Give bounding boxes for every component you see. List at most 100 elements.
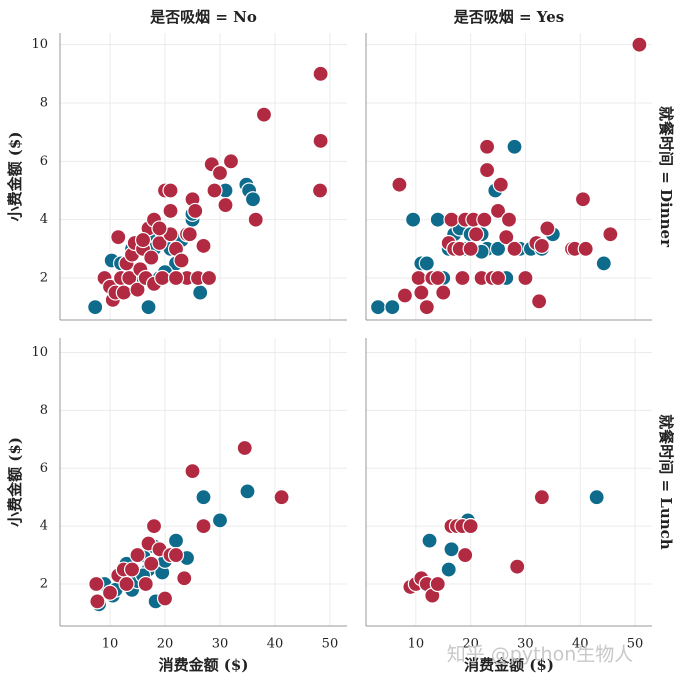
point [206,182,223,199]
y-tick-label: 10 [31,37,48,52]
point [121,269,138,287]
point [88,575,105,593]
point [192,284,209,301]
point [162,202,179,220]
point [369,299,387,316]
point [110,229,127,246]
y-tick-label: 8 [40,96,48,111]
point [454,269,471,287]
point [195,489,212,506]
point [217,196,234,214]
y-tick-label: 6 [40,461,48,476]
point [244,191,262,208]
point [167,532,185,549]
point [154,269,171,287]
point [478,161,496,179]
point [118,575,135,593]
x-tick-label: 10 [408,637,425,652]
point [533,237,550,255]
point [87,299,104,316]
y-axis-label: 小费金额 ($) [6,132,24,222]
point [509,558,526,575]
point [123,561,141,578]
point [489,240,507,257]
point [443,541,460,558]
point [498,229,515,246]
point [236,439,253,457]
x-tick-label: 20 [157,637,174,652]
x-tick-label: 20 [462,637,479,652]
point [156,590,174,607]
column-title: 是否吸烟 = Yes [453,8,564,26]
y-tick-label: 2 [40,271,48,286]
point [181,226,198,243]
point [255,106,273,123]
point [187,202,204,220]
point [443,211,460,228]
point [539,220,556,237]
point [577,240,594,257]
point [457,546,474,564]
point [574,191,592,208]
point [312,65,329,82]
point [405,211,422,228]
point [429,575,446,593]
point [129,281,146,298]
x-tick-label: 50 [322,637,339,652]
point [595,255,612,272]
point [440,561,457,578]
point [506,240,523,257]
point [273,489,290,506]
y-tick-label: 4 [40,519,48,534]
point [478,138,496,155]
point [211,512,229,529]
point [162,182,179,199]
x-axis-label: 消费金额 ($) [159,656,249,674]
point [184,463,201,480]
point [134,231,152,249]
point [200,269,218,287]
point [418,255,435,272]
point [631,36,648,53]
point [145,518,163,535]
point [239,483,256,500]
point [588,489,605,506]
point [140,299,157,316]
point [247,211,264,228]
point [384,299,401,316]
point [531,293,548,310]
y-axis-label: 小费金额 ($) [6,437,24,527]
point [410,269,427,287]
point [129,546,146,564]
point [115,284,132,301]
point [421,532,438,549]
point [211,164,229,182]
point [413,284,430,301]
y-tick-label: 2 [40,577,48,592]
x-tick-label: 40 [572,637,589,652]
point [311,182,329,199]
point [462,518,479,535]
point [492,176,509,193]
point [500,211,518,228]
point [517,269,534,287]
point [137,575,154,593]
y-tick-label: 8 [40,403,48,418]
point [195,518,212,535]
x-tick-label: 30 [517,637,534,652]
point [167,269,185,287]
point [468,226,485,243]
y-tick-label: 10 [31,345,48,360]
x-axis-label: 消费金额 ($) [464,656,554,674]
point [462,240,479,257]
point [533,489,550,506]
y-tick-label: 4 [40,212,48,227]
point [101,584,119,601]
point [151,220,168,237]
point [602,226,619,243]
point [391,176,408,193]
column-title: 是否吸烟 = No [149,8,257,26]
point [476,211,493,228]
y-tick-label: 6 [40,154,48,169]
